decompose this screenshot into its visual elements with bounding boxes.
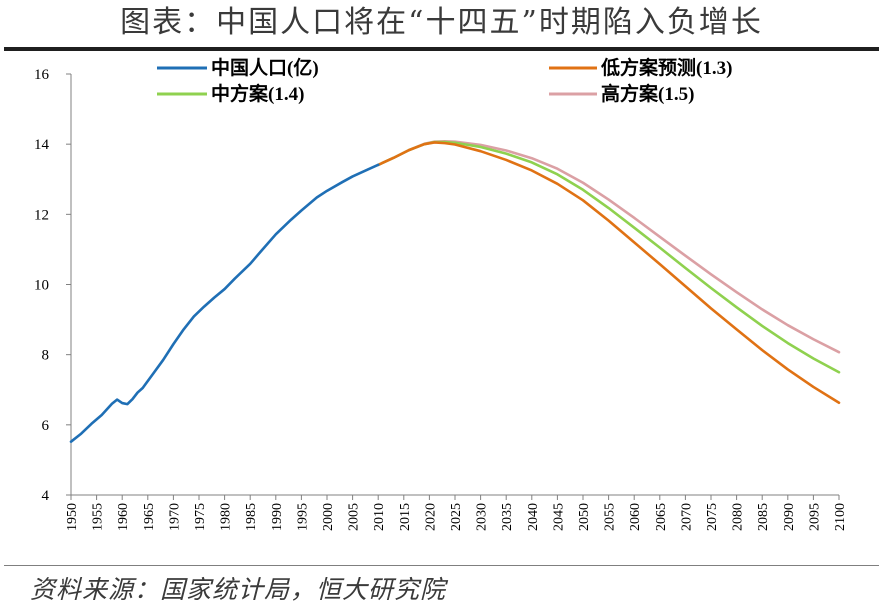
x-tick-label: 2085 bbox=[756, 503, 771, 531]
legend-label-0: 中国人口(亿) bbox=[211, 56, 319, 79]
y-tick-label: 8 bbox=[42, 348, 50, 364]
x-tick-label: 2000 bbox=[321, 503, 336, 531]
chart-legend: 中国人口(亿) 低方案预测(1.3) 中方案(1.4) 高方案(1.5) bbox=[157, 56, 732, 105]
x-tick-label: 2040 bbox=[526, 503, 541, 531]
x-tick-label: 1990 bbox=[270, 503, 285, 531]
legend-label-2: 中方案(1.4) bbox=[211, 82, 304, 105]
series-line-1 bbox=[376, 141, 841, 405]
source-note: 资料来源：国家统计局，恒大研究院 bbox=[30, 575, 447, 604]
x-tick-label: 2095 bbox=[807, 503, 822, 531]
legend-label-1: 低方案预测(1.3) bbox=[600, 56, 732, 79]
x-tick-label: 2025 bbox=[449, 503, 464, 531]
x-tick-label: 2075 bbox=[705, 503, 720, 531]
y-tick-label: 10 bbox=[34, 278, 49, 294]
y-tick-label: 14 bbox=[34, 137, 50, 153]
source-divider bbox=[4, 565, 879, 566]
chart-title: 图表：中国人口将在“十四五”时期陷入负增长 bbox=[120, 5, 763, 40]
y-tick-label: 16 bbox=[34, 67, 50, 83]
x-tick-label: 1965 bbox=[142, 503, 157, 531]
x-tick-label: 1950 bbox=[65, 503, 80, 531]
x-tick-label: 2035 bbox=[500, 503, 515, 531]
x-tick-label: 2060 bbox=[628, 503, 643, 531]
series-line-3 bbox=[376, 140, 841, 354]
x-tick-label: 2050 bbox=[577, 503, 592, 531]
x-tick-label: 2080 bbox=[731, 503, 746, 531]
x-tick-label: 1975 bbox=[193, 503, 208, 531]
x-tick-label: 2100 bbox=[833, 503, 848, 531]
x-tick-label: 2010 bbox=[372, 503, 387, 531]
x-tick-label: 2065 bbox=[654, 503, 669, 531]
x-tick-label: 2070 bbox=[679, 503, 694, 531]
title-divider bbox=[4, 47, 879, 51]
x-tick-label: 1995 bbox=[295, 503, 310, 531]
chart-axes: 4 6 8 10 12 14 16 1950 1955 1960 1965 1970 1975 1980 1… bbox=[34, 67, 848, 531]
x-tick-label: 1985 bbox=[244, 503, 259, 531]
y-tick-label: 6 bbox=[42, 418, 50, 434]
y-tick-label: 12 bbox=[34, 207, 49, 223]
x-tick-label: 2020 bbox=[423, 503, 438, 531]
x-tick-label: 1960 bbox=[116, 503, 131, 531]
chart-series-lines bbox=[69, 140, 841, 443]
legend-label-3: 高方案(1.5) bbox=[601, 82, 694, 105]
x-tick-label: 2030 bbox=[475, 503, 490, 531]
x-tick-label: 1980 bbox=[219, 503, 234, 531]
series-line-2 bbox=[376, 140, 841, 374]
x-tick-label: 2015 bbox=[398, 503, 413, 531]
x-tick-label: 1955 bbox=[91, 503, 106, 531]
x-tick-label: 1970 bbox=[167, 503, 182, 531]
x-tick-label: 2045 bbox=[551, 503, 566, 531]
x-tick-label: 2055 bbox=[603, 503, 618, 531]
series-line-0 bbox=[69, 163, 380, 443]
y-tick-label: 4 bbox=[42, 488, 50, 504]
x-tick-label: 2005 bbox=[347, 503, 362, 531]
population-line-chart: 4 6 8 10 12 14 16 1950 1955 1960 1965 1970 1975 1980 1… bbox=[34, 56, 848, 531]
x-tick-label: 2090 bbox=[782, 503, 797, 531]
